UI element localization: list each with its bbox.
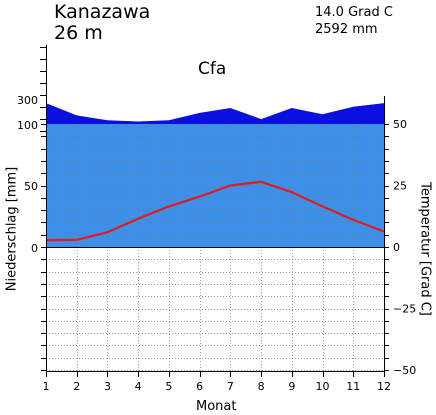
station-elevation: 26 m xyxy=(54,22,103,44)
left-tick-label: 100 xyxy=(17,119,38,132)
climate-class: Cfa xyxy=(198,59,227,79)
left-tick-label: 300 xyxy=(17,94,38,107)
right-tick-label: 25 xyxy=(393,180,407,193)
y-axis-left-label: Niederschlag [mm] xyxy=(4,166,20,292)
y-axis-right-label: Temperatur [Grad C] xyxy=(417,182,433,316)
precipitation-area xyxy=(46,103,384,124)
right-tick-label: −50 xyxy=(393,364,416,377)
x-tick-label: 7 xyxy=(227,380,234,393)
left-tick-label: 50 xyxy=(24,180,38,193)
x-tick-label: 4 xyxy=(135,380,142,393)
temperature-line xyxy=(45,180,385,242)
right-tick-label: 50 xyxy=(393,118,407,131)
right-tick-label: 0 xyxy=(393,241,400,254)
x-tick-label: 2 xyxy=(73,380,80,393)
x-axis-label: Monat xyxy=(196,399,237,414)
x-tick-label: 10 xyxy=(316,380,330,393)
right-tick-label: −25 xyxy=(393,303,416,316)
x-tick-label: 9 xyxy=(288,380,295,393)
precip-high-area xyxy=(46,103,384,124)
x-tick-label: 5 xyxy=(165,380,172,393)
x-tick-label: 3 xyxy=(104,380,111,393)
humid-band xyxy=(46,124,384,247)
chart-background xyxy=(46,124,384,247)
station-name: Kanazawa xyxy=(54,1,151,23)
x-tick-label: 12 xyxy=(377,380,391,393)
x-tick-label: 11 xyxy=(346,380,360,393)
x-tick-label: 1 xyxy=(43,380,50,393)
axes xyxy=(40,45,389,377)
x-tick-label: 8 xyxy=(258,380,265,393)
mean-temperature: 14.0 Grad C xyxy=(315,5,393,20)
temperature-line-layer xyxy=(45,180,385,242)
x-tick-label: 6 xyxy=(196,380,203,393)
annual-precipitation: 2592 mm xyxy=(315,22,378,37)
left-tick-label: 0 xyxy=(31,242,38,255)
